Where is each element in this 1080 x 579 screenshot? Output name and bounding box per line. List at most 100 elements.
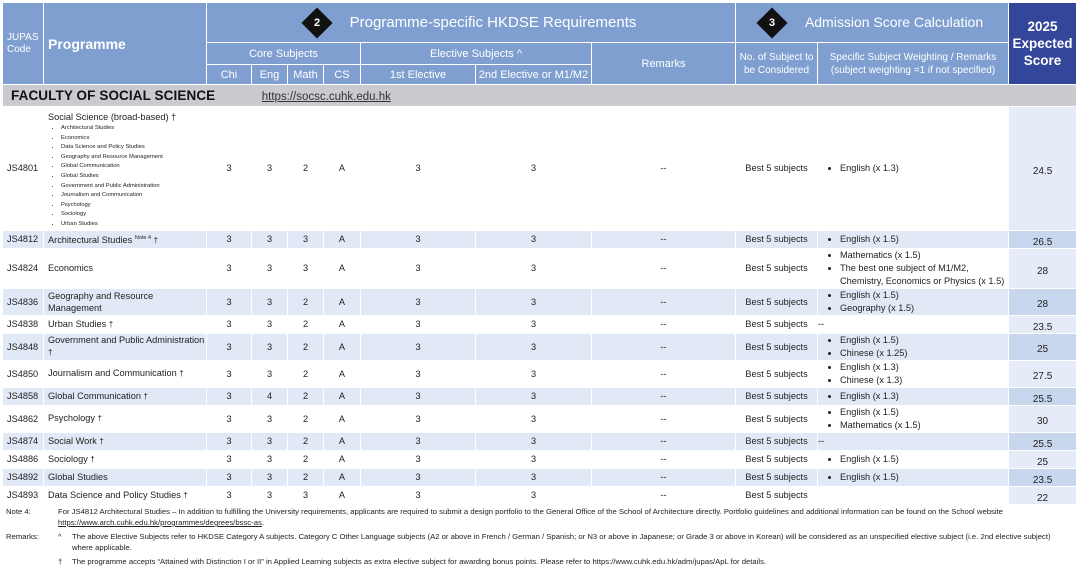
stream-item: Psychology — [61, 201, 206, 211]
weighting-item: English (x 1.5) — [840, 453, 1008, 466]
elective2-req: 3 — [475, 332, 592, 361]
jupas-code: JS4850 — [2, 359, 44, 388]
section3-badge: 3 — [756, 6, 788, 39]
jupas-code: JS4848 — [2, 332, 44, 361]
core-subjects-header: Core Subjects — [206, 42, 361, 65]
programme-cell: Global Communication † — [43, 386, 207, 406]
remarks-cell: -- — [590, 359, 737, 388]
math-req: 2 — [287, 386, 324, 406]
weighting-cell: English (x 1.5) — [817, 229, 1010, 249]
elective1-req: 3 — [360, 229, 476, 249]
table-row: JS4836 Geography and Resource Management 3… — [2, 287, 1078, 316]
chi-req: 3 — [206, 467, 252, 487]
remarks-cell: -- — [590, 332, 737, 361]
dagger-remark-text: The programme accepts “Attained with Dis… — [72, 557, 767, 566]
eng-req: 3 — [251, 247, 288, 289]
stream-item: Data Science and Policy Studies — [61, 143, 206, 153]
expected-score: 25 — [1008, 449, 1078, 469]
elective2-req: 3 — [475, 431, 592, 451]
chi-req: 3 — [206, 229, 252, 249]
num-subjects-cell: Best 5 subjects — [735, 449, 819, 469]
stream-item: Global Studies — [61, 172, 206, 182]
weighting-item: English (x 1.3) — [840, 361, 1008, 374]
elective2-req: 3 — [475, 287, 592, 316]
jupas-code-header: JUPAS Code — [2, 2, 44, 85]
jupas-code: JS4892 — [2, 467, 44, 487]
programme-name: Government and Public Administration — [48, 335, 205, 346]
weighting-item: The best one subject of M1/M2, Chemistry… — [840, 262, 1008, 288]
remarks-cell: -- — [590, 106, 737, 231]
programme-name: Social Science (broad-based) † — [48, 112, 177, 122]
table-row: JS4850 Journalism and Communication † 3 3 2 A… — [2, 359, 1078, 388]
dagger-mark: † — [99, 436, 104, 446]
remarks-cell: -- — [590, 314, 737, 334]
elective1-req: 3 — [360, 467, 476, 487]
elective1-req: 3 — [360, 404, 476, 433]
weighting-cell: English (x 1.5)Mathematics (x 1.5) — [817, 404, 1010, 433]
programme-name: Global Studies — [48, 472, 108, 483]
chi-req: 3 — [206, 359, 252, 388]
expected-score: 30 — [1008, 404, 1078, 433]
weighting-list: English (x 1.3) — [826, 162, 1008, 175]
cs-header: CS — [323, 64, 361, 85]
elective2-req: 3 — [475, 449, 592, 469]
num-subjects-cell: Best 5 subjects — [735, 314, 819, 334]
programme-cell: Social Work † — [43, 431, 207, 451]
table-row: JS4801 Social Science (broad-based) † Ar… — [2, 106, 1078, 231]
remark-caret: Remarks: ^ The above Elective Subjects r… — [6, 531, 1066, 553]
math-req: 2 — [287, 106, 324, 231]
programme-name: Sociology — [48, 453, 88, 464]
expected-score: 23.5 — [1008, 467, 1078, 487]
expected-score: 22 — [1008, 485, 1078, 505]
programme-cell: Urban Studies † — [43, 314, 207, 334]
dagger-mark: † — [179, 369, 184, 379]
programme-cell: Data Science and Policy Studies † — [43, 485, 207, 505]
table-row: JS4838 Urban Studies † 3 3 2 A 3 3 -- Best 5 subj… — [2, 314, 1078, 334]
math-header: Math — [287, 64, 324, 85]
weighting-cell: English (x 1.3) — [817, 386, 1010, 406]
chi-header: Chi — [206, 64, 252, 85]
jupas-code: JS4838 — [2, 314, 44, 334]
table-row: JS4892 Global Studies 3 3 2 A 3 3 -- Best 5 subje… — [2, 467, 1078, 487]
programme-cell: Economics — [43, 247, 207, 289]
num-subjects-cell: Best 5 subjects — [735, 332, 819, 361]
weighting-item: Chinese (x 1.25) — [840, 347, 1008, 360]
weighting-cell: -- — [817, 431, 1010, 451]
programme-header: Programme — [43, 2, 207, 85]
programme-cell: Journalism and Communication † — [43, 359, 207, 388]
num-subjects-cell: Best 5 subjects — [735, 431, 819, 451]
programme-cell: Social Science (broad-based) † Architect… — [43, 106, 207, 231]
weighting-cell — [817, 485, 1010, 505]
chi-req: 3 — [206, 431, 252, 451]
faculty-website-link[interactable]: https://socsc.cuhk.edu.hk — [261, 90, 391, 103]
eng-req: 3 — [251, 229, 288, 249]
elective1-req: 3 — [360, 359, 476, 388]
eng-req: 3 — [251, 106, 288, 231]
chi-req: 3 — [206, 106, 252, 231]
weighting-text: -- — [818, 435, 825, 446]
weighting-cell: English (x 1.5)Chinese (x 1.25) — [817, 332, 1010, 361]
math-req: 3 — [287, 485, 324, 505]
elective1-req: 3 — [360, 386, 476, 406]
remarks-cell: -- — [590, 247, 737, 289]
elective1-header: 1st Elective — [360, 64, 476, 85]
elective2-header: 2nd Elective or M1/M2 — [475, 64, 592, 85]
weighting-item: Mathematics (x 1.5) — [840, 249, 1008, 262]
math-req: 2 — [287, 431, 324, 451]
weighting-list: English (x 1.5) — [826, 471, 1008, 484]
weighting-list: English (x 1.3)Chinese (x 1.3) — [826, 361, 1008, 387]
weighting-cell: English (x 1.3) — [817, 106, 1010, 231]
eng-header: Eng — [251, 64, 288, 85]
programme-name: Social Work — [48, 435, 97, 446]
cs-req: A — [323, 287, 361, 316]
math-req: 2 — [287, 332, 324, 361]
architecture-website-link[interactable]: https://www.arch.cuhk.edu.hk/programmes/… — [58, 518, 262, 527]
weighting-list: Mathematics (x 1.5)The best one subject … — [826, 249, 1008, 288]
remarks-cell: -- — [590, 229, 737, 249]
dagger-mark: † — [108, 319, 114, 329]
chi-req: 3 — [206, 485, 252, 505]
expected-score: 23.5 — [1008, 314, 1078, 334]
jupas-code: JS4812 — [2, 229, 44, 249]
jupas-code: JS4862 — [2, 404, 44, 433]
math-req: 3 — [287, 229, 324, 249]
